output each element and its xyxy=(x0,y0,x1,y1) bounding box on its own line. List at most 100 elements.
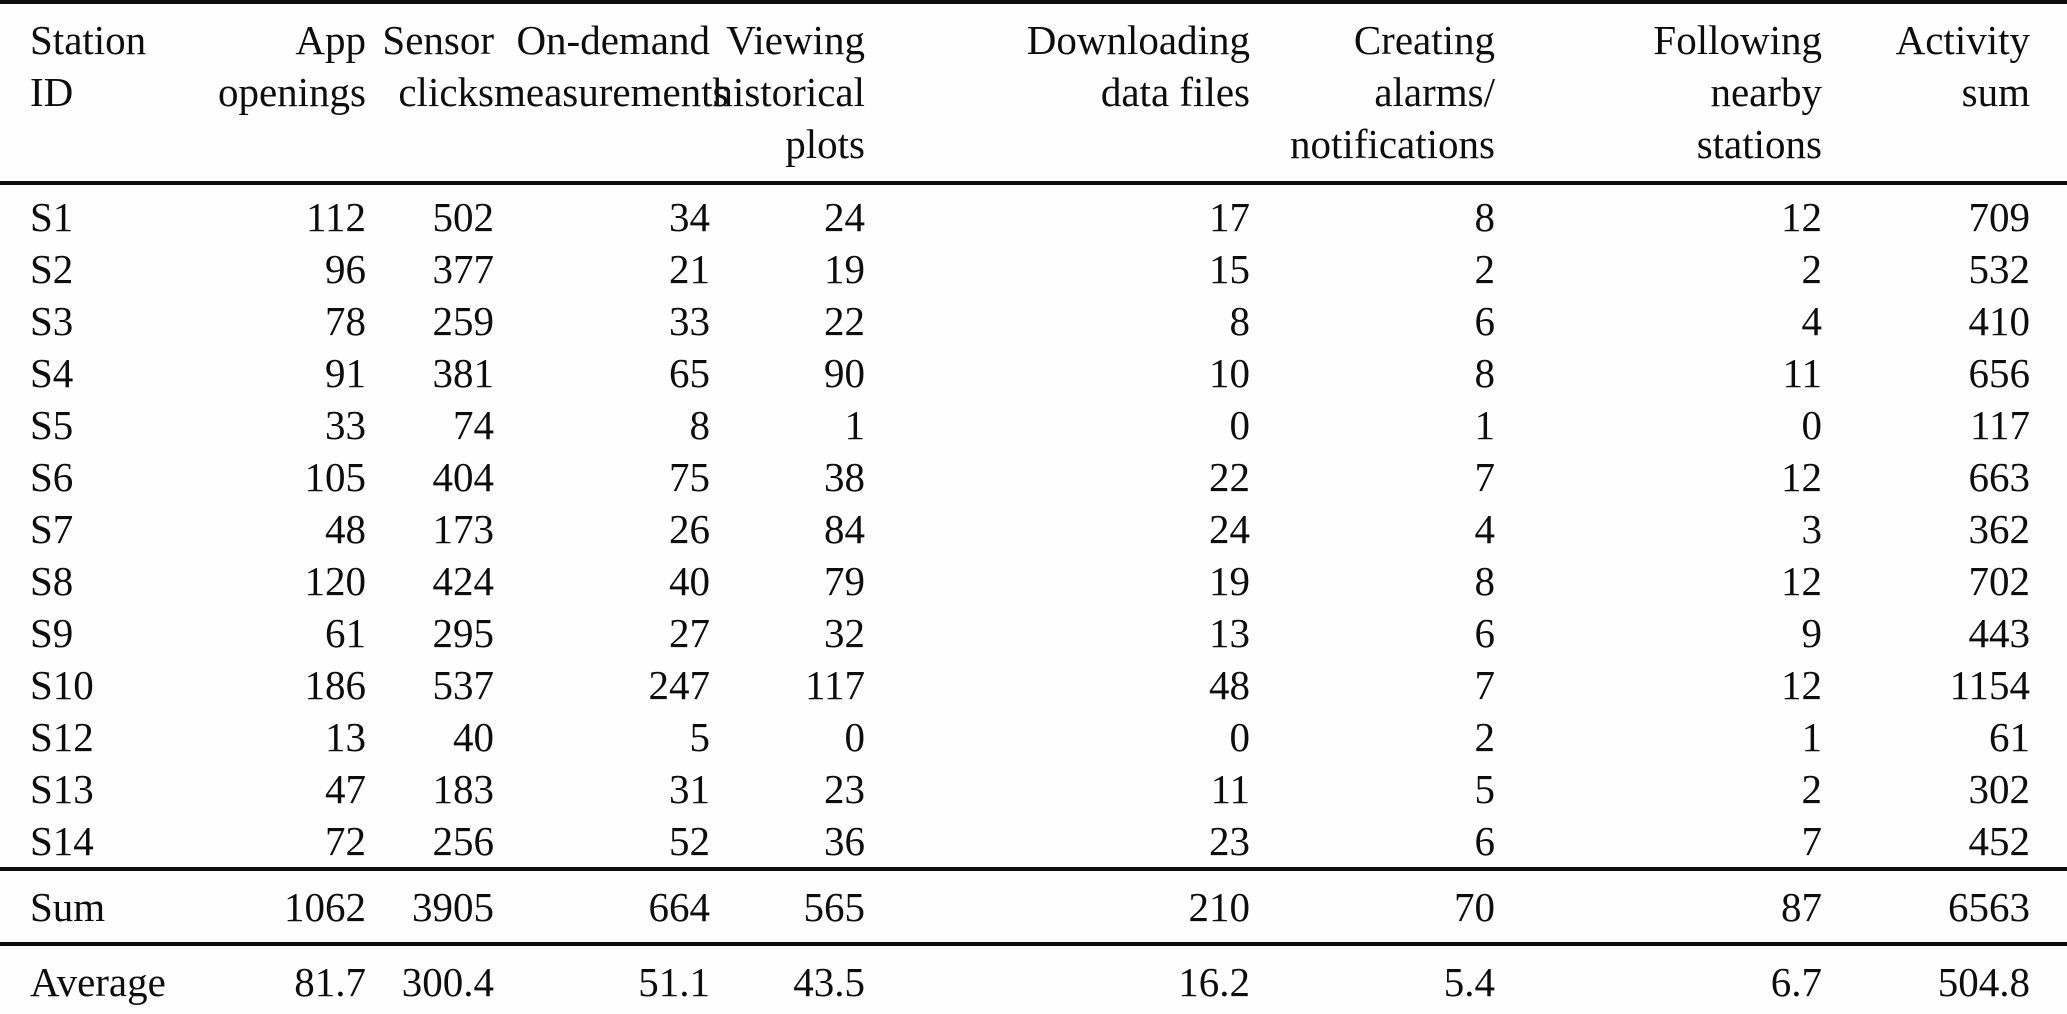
table-cell: 40 xyxy=(453,714,494,760)
table-cell: 6.7 xyxy=(1770,958,1822,1005)
table-cell: 19 xyxy=(824,246,865,292)
table-cell: 1 xyxy=(844,402,866,448)
table-cell: 381 xyxy=(432,350,495,396)
table-cell: 256 xyxy=(432,818,495,864)
table-cell: 23 xyxy=(824,766,865,812)
table-cell: 410 xyxy=(1968,298,2031,344)
table-cell: 36 xyxy=(824,818,865,864)
table-cell: 5 xyxy=(1474,766,1496,812)
table-cell: 663 xyxy=(1968,454,2031,500)
station-row: S9 61 295 27 32 13 6 9 443 xyxy=(0,607,2067,659)
table-cell: 84 xyxy=(824,506,865,552)
row-label: S5 xyxy=(30,402,74,448)
table-cell: 173 xyxy=(432,506,495,552)
table-cell: 664 xyxy=(648,883,711,930)
table-header: Station ID App openings Sensor clicks On… xyxy=(0,2,2067,183)
table-cell: 709 xyxy=(1968,194,2031,240)
table-cell: 65 xyxy=(669,350,710,396)
table-cell: 3 xyxy=(1801,506,1823,552)
average-row: Average 81.7 300.4 51.1 43.5 16.2 5.4 6.7 504.8 xyxy=(0,944,2067,1014)
table-cell: 295 xyxy=(432,610,495,656)
table-cell: 404 xyxy=(432,454,495,500)
table-cell: 0 xyxy=(1229,714,1251,760)
row-label: S13 xyxy=(30,766,94,812)
table-cell: 1154 xyxy=(1949,662,2030,708)
station-row: S8 120 424 40 79 19 8 12 702 xyxy=(0,555,2067,607)
column-header-downloading-data-files: Downloading data files xyxy=(1026,17,1250,115)
table-cell: 51.1 xyxy=(638,958,710,1005)
table-cell: 259 xyxy=(432,298,495,344)
table-cell: 24 xyxy=(1209,506,1250,552)
table-cell: 117 xyxy=(1970,402,2030,448)
table-cell: 74 xyxy=(453,402,494,448)
table-cell: 79 xyxy=(824,558,865,604)
table-cell: 424 xyxy=(432,558,495,604)
table-cell: 48 xyxy=(1209,662,1250,708)
row-label: S3 xyxy=(30,298,74,344)
table-cell: 13 xyxy=(325,714,366,760)
table-cell: 96 xyxy=(325,246,366,292)
table-cell: 117 xyxy=(805,662,865,708)
table-cell: 61 xyxy=(1989,714,2030,760)
table-cell: 8 xyxy=(689,402,711,448)
station-row: S1 112 502 34 24 17 8 12 709 xyxy=(0,183,2067,243)
column-header-sensor-clicks: Sensor clicks xyxy=(382,17,494,115)
station-rows-section: S1 112 502 34 24 17 8 12 709 S2 96 377 21 19 15 2 2 532 S3… xyxy=(0,183,2067,869)
station-row: S4 91 381 65 90 10 8 11 656 xyxy=(0,347,2067,399)
column-header-activity-sum: Activity sum xyxy=(1895,17,2030,115)
station-row: S2 96 377 21 19 15 2 2 532 xyxy=(0,243,2067,295)
table-cell: 34 xyxy=(669,194,710,240)
table-cell: 186 xyxy=(304,662,367,708)
table-cell: 61 xyxy=(325,610,366,656)
column-header-following-nearby-stations: Following nearby stations xyxy=(1653,17,1822,167)
table-cell: 5 xyxy=(689,714,711,760)
table-cell: 40 xyxy=(669,558,710,604)
table-cell: 22 xyxy=(824,298,865,344)
table-cell: 70 xyxy=(1454,883,1495,930)
row-label: S9 xyxy=(30,610,74,656)
table-cell: 81.7 xyxy=(294,958,366,1005)
table-cell: 6563 xyxy=(1948,883,2030,930)
table-cell: 4 xyxy=(1801,298,1823,344)
table-cell: 210 xyxy=(1188,883,1251,930)
sum-row-section: Sum 1062 3905 664 565 210 70 87 6563 xyxy=(0,869,2067,944)
table-cell: 112 xyxy=(306,194,366,240)
table-cell: 105 xyxy=(304,454,367,500)
table-cell: 22 xyxy=(1209,454,1250,500)
table-cell: 2 xyxy=(1801,766,1823,812)
table-cell: 12 xyxy=(1781,558,1822,604)
table-cell: 8 xyxy=(1474,350,1496,396)
table-cell: 72 xyxy=(325,818,366,864)
column-header-creating-alarms: Creating alarms/ notifications xyxy=(1290,17,1495,167)
table-cell: 91 xyxy=(325,350,366,396)
table-cell: 532 xyxy=(1968,246,2031,292)
table-cell: 2 xyxy=(1801,246,1823,292)
table-cell: 32 xyxy=(824,610,865,656)
table-cell: 2 xyxy=(1474,246,1496,292)
table-cell: 0 xyxy=(844,714,866,760)
table-cell: 33 xyxy=(325,402,366,448)
table-cell: 0 xyxy=(1229,402,1251,448)
header-row: Station ID App openings Sensor clicks On… xyxy=(0,2,2067,183)
table-cell: 47 xyxy=(325,766,366,812)
table-cell: 452 xyxy=(1968,818,2031,864)
row-label: Sum xyxy=(30,883,106,930)
table-cell: 537 xyxy=(432,662,495,708)
table-cell: 31 xyxy=(669,766,710,812)
table-cell: 702 xyxy=(1968,558,2031,604)
table-cell: 8 xyxy=(1474,558,1496,604)
station-row: S10 186 537 247 117 48 7 12 1154 xyxy=(0,659,2067,711)
table-cell: 247 xyxy=(648,662,711,708)
row-label: S14 xyxy=(30,818,94,864)
table-cell: 377 xyxy=(432,246,495,292)
table-cell: 11 xyxy=(1210,766,1250,812)
table-cell: 1062 xyxy=(284,883,366,930)
row-label: S8 xyxy=(30,558,74,604)
table-cell: 565 xyxy=(803,883,866,930)
table-cell: 12 xyxy=(1781,194,1822,240)
station-row: S14 72 256 52 36 23 6 7 452 xyxy=(0,815,2067,869)
average-row-section: Average 81.7 300.4 51.1 43.5 16.2 5.4 6.7 504.8 xyxy=(0,944,2067,1014)
table-cell: 3905 xyxy=(412,883,494,930)
